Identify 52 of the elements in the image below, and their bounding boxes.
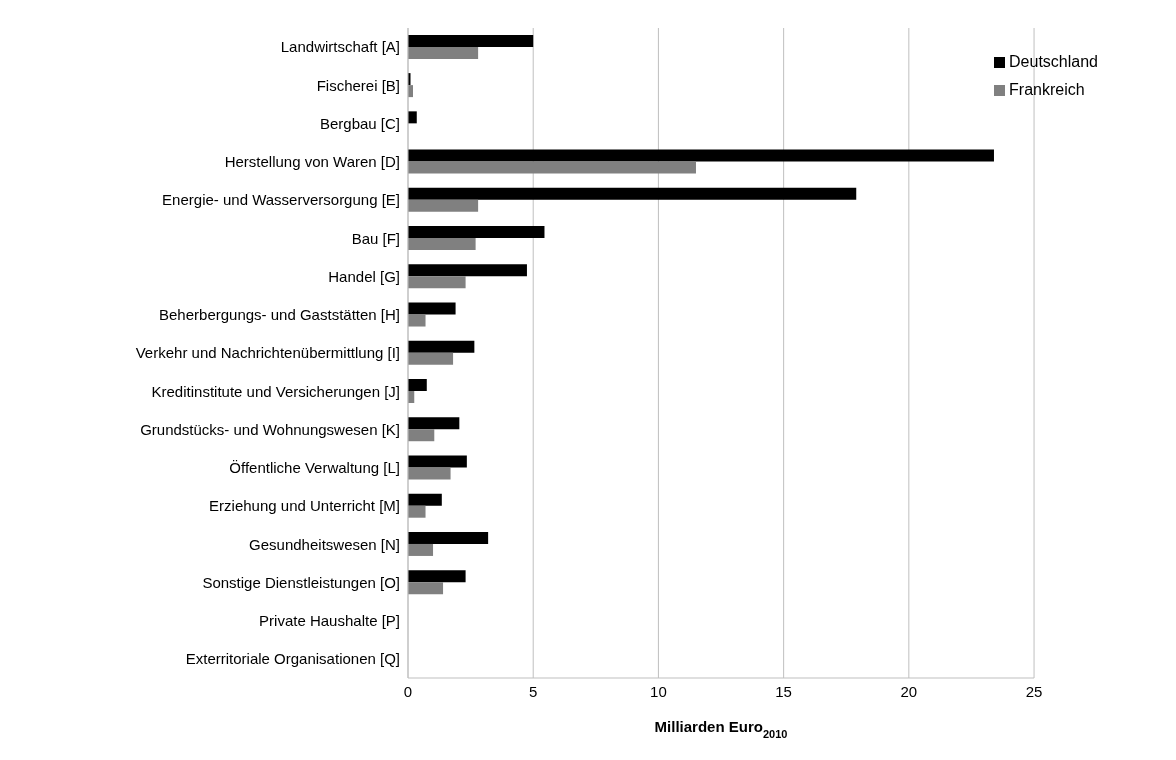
x-tick-label: 5 bbox=[529, 682, 538, 700]
y-tick-label: Öffentliche Verwaltung [L] bbox=[229, 459, 400, 477]
legend-label: Frankreich bbox=[1009, 81, 1085, 98]
bar bbox=[408, 531, 489, 544]
bar bbox=[408, 46, 479, 59]
y-tick-label: Bergbau [C] bbox=[319, 114, 400, 132]
legend-label: Deutschland bbox=[1009, 53, 1098, 70]
bar bbox=[408, 505, 426, 518]
x-tick-label: 10 bbox=[650, 682, 667, 700]
bar bbox=[408, 199, 479, 212]
bar bbox=[408, 161, 696, 174]
bar bbox=[408, 493, 442, 506]
bar bbox=[408, 429, 435, 442]
y-tick-label: Herstellung von Waren [D] bbox=[224, 153, 400, 171]
bar bbox=[408, 187, 857, 200]
y-tick-label: Sonstige Dienstleistungen [O] bbox=[202, 573, 400, 591]
bar bbox=[408, 149, 994, 162]
bar bbox=[408, 340, 475, 353]
y-tick-label: Private Haushalte [P] bbox=[259, 611, 400, 629]
bar bbox=[408, 455, 467, 468]
bar bbox=[408, 302, 456, 315]
bar bbox=[408, 570, 466, 583]
bar bbox=[408, 238, 476, 251]
bar bbox=[408, 34, 534, 47]
y-tick-label: Bau [F] bbox=[351, 229, 400, 247]
bar bbox=[408, 352, 454, 365]
bar bbox=[408, 276, 466, 289]
y-tick-label: Verkehr und Nachrichtenübermittlung [I] bbox=[135, 344, 400, 362]
y-tick-label: Exterritoriale Organisationen [Q] bbox=[185, 650, 400, 668]
bar bbox=[408, 417, 460, 430]
bar bbox=[408, 543, 434, 556]
y-tick-label: Fischerei [B] bbox=[316, 76, 400, 94]
x-axis-title: Milliarden Euro$_{2010}$ bbox=[654, 718, 788, 740]
y-tick-label: Kreditinstitute und Versicherungen [J] bbox=[151, 382, 400, 400]
bar bbox=[408, 314, 426, 327]
bar bbox=[408, 582, 444, 595]
x-tick-label: 0 bbox=[403, 682, 413, 700]
bar bbox=[408, 111, 417, 124]
y-tick-label: Landwirtschaft [A] bbox=[280, 38, 400, 56]
y-tick-label: Gesundheitswesen [N] bbox=[249, 535, 400, 553]
y-tick-label: Beherbergungs- und Gaststätten [H] bbox=[159, 306, 400, 324]
x-tick-label: 20 bbox=[900, 682, 918, 700]
y-tick-label: Grundstücks- und Wohnungswesen [K] bbox=[140, 420, 400, 438]
bar bbox=[408, 467, 451, 480]
y-tick-label: Energie- und Wasserversorgung [E] bbox=[162, 191, 400, 209]
x-tick-label: 25 bbox=[1025, 682, 1043, 700]
bar bbox=[408, 379, 427, 391]
y-tick-label: Erziehung und Unterricht [M] bbox=[209, 497, 400, 515]
x-tick-label: 15 bbox=[775, 682, 792, 700]
bar bbox=[408, 264, 527, 277]
bar bbox=[408, 226, 545, 239]
y-tick-label: Handel [G] bbox=[328, 267, 400, 285]
